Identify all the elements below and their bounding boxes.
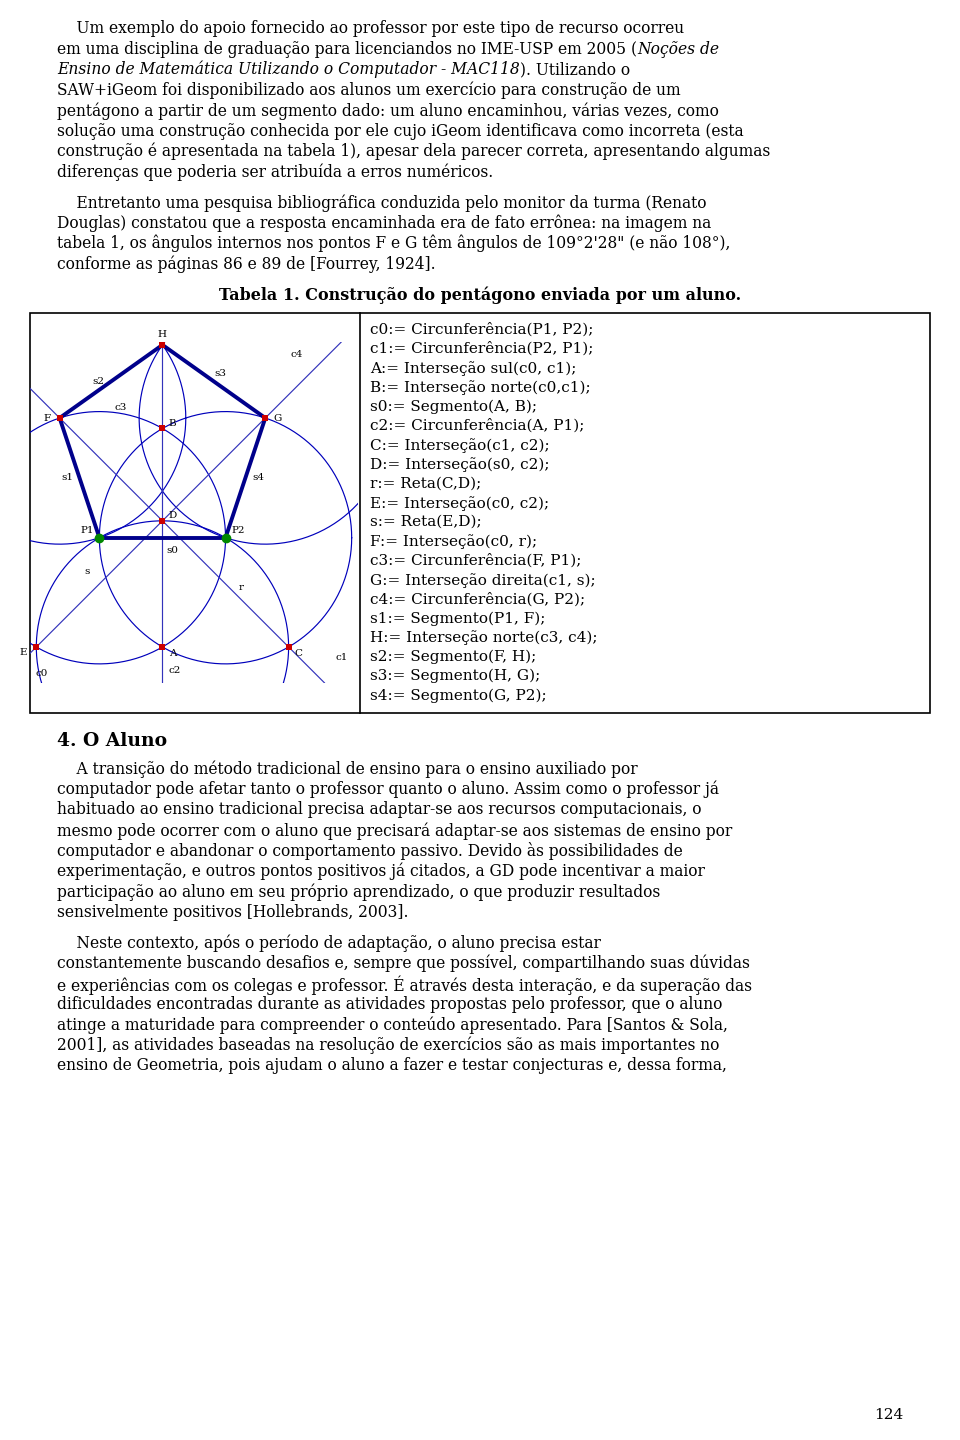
Text: Ensino de Matemática Utilizando o Computador - MAC118: Ensino de Matemática Utilizando o Comput… bbox=[57, 60, 519, 79]
Text: computador pode afetar tanto o professor quanto o aluno. Assim como o professor : computador pode afetar tanto o professor… bbox=[57, 780, 719, 799]
Text: s1: s1 bbox=[60, 474, 73, 482]
Text: c2: c2 bbox=[169, 665, 181, 675]
Text: c4:= Circunferência(G, P2);: c4:= Circunferência(G, P2); bbox=[370, 592, 586, 606]
Text: s2: s2 bbox=[92, 377, 105, 386]
Text: s0: s0 bbox=[166, 546, 179, 554]
Text: pentágono a partir de um segmento dado: um aluno encaminhou, várias vezes, como: pentágono a partir de um segmento dado: … bbox=[57, 102, 719, 120]
Text: Entretanto uma pesquisa bibliográfica conduzida pelo monitor da turma (Renato: Entretanto uma pesquisa bibliográfica co… bbox=[57, 194, 707, 212]
Text: r:= Reta(C,D);: r:= Reta(C,D); bbox=[370, 477, 481, 491]
Text: s4: s4 bbox=[252, 474, 264, 482]
Text: em uma disciplina de graduação para licenciandos no IME-USP em 2005 (: em uma disciplina de graduação para lice… bbox=[57, 40, 637, 58]
Text: c0: c0 bbox=[36, 670, 47, 678]
Text: ). Utilizando o: ). Utilizando o bbox=[519, 60, 630, 78]
Text: c0:= Circunferência(P1, P2);: c0:= Circunferência(P1, P2); bbox=[370, 323, 593, 337]
Text: G: G bbox=[274, 413, 282, 422]
Text: s1:= Segmento(P1, F);: s1:= Segmento(P1, F); bbox=[370, 611, 545, 625]
Text: s: s bbox=[84, 567, 89, 576]
Text: P1: P1 bbox=[80, 526, 93, 534]
Text: A transição do método tradicional de ensino para o ensino auxiliado por: A transição do método tradicional de ens… bbox=[57, 760, 637, 778]
Text: conforme as páginas 86 e 89 de [Fourrey, 1924].: conforme as páginas 86 e 89 de [Fourrey,… bbox=[57, 255, 436, 274]
Text: s0:= Segmento(A, B);: s0:= Segmento(A, B); bbox=[370, 399, 537, 413]
Text: C: C bbox=[295, 649, 302, 658]
Text: c3: c3 bbox=[114, 403, 127, 412]
Text: Um exemplo do apoio fornecido ao professor por este tipo de recurso ocorreu: Um exemplo do apoio fornecido ao profess… bbox=[57, 20, 684, 37]
Text: solução uma construção conhecida por ele cujo iGeom identificava como incorreta : solução uma construção conhecida por ele… bbox=[57, 122, 744, 140]
Text: B:= Interseção norte(c0,c1);: B:= Interseção norte(c0,c1); bbox=[370, 380, 590, 395]
Text: E:= Interseção(c0, c2);: E:= Interseção(c0, c2); bbox=[370, 495, 549, 511]
Text: c2:= Circunferência(A, P1);: c2:= Circunferência(A, P1); bbox=[370, 419, 585, 433]
Text: sensivelmente positivos [Hollebrands, 2003].: sensivelmente positivos [Hollebrands, 20… bbox=[57, 904, 409, 922]
Text: s3:= Segmento(H, G);: s3:= Segmento(H, G); bbox=[370, 670, 540, 684]
Text: mesmo pode ocorrer com o aluno que precisará adaptar-se aos sistemas de ensino p: mesmo pode ocorrer com o aluno que preci… bbox=[57, 822, 732, 840]
Text: D:= Interseção(s0, c2);: D:= Interseção(s0, c2); bbox=[370, 458, 549, 472]
Text: constantemente buscando desafios e, sempre que possível, compartilhando suas dúv: constantemente buscando desafios e, semp… bbox=[57, 955, 750, 972]
Text: P2: P2 bbox=[231, 526, 245, 534]
Text: G:= Interseção direita(c1, s);: G:= Interseção direita(c1, s); bbox=[370, 573, 595, 588]
Text: 2001], as atividades baseadas na resolução de exercícios são as mais importantes: 2001], as atividades baseadas na resoluç… bbox=[57, 1037, 719, 1054]
Text: computador e abandonar o comportamento passivo. Devido às possibilidades de: computador e abandonar o comportamento p… bbox=[57, 842, 683, 861]
Text: dificuldades encontradas durante as atividades propostas pelo professor, que o a: dificuldades encontradas durante as ativ… bbox=[57, 996, 722, 1012]
Text: experimentação, e outros pontos positivos já citados, a GD pode incentivar a mai: experimentação, e outros pontos positivo… bbox=[57, 863, 705, 880]
Bar bbox=[30, 312, 930, 713]
Text: construção é apresentada na tabela 1), apesar dela parecer correta, apresentando: construção é apresentada na tabela 1), a… bbox=[57, 143, 770, 160]
Text: A: A bbox=[169, 649, 177, 658]
Text: s4:= Segmento(G, P2);: s4:= Segmento(G, P2); bbox=[370, 688, 546, 703]
Text: Noções de: Noções de bbox=[637, 40, 719, 58]
Text: Tabela 1. Construção do pentágono enviada por um aluno.: Tabela 1. Construção do pentágono enviad… bbox=[219, 287, 741, 304]
Text: H: H bbox=[158, 330, 167, 340]
Text: s2:= Segmento(F, H);: s2:= Segmento(F, H); bbox=[370, 649, 537, 664]
Text: 4. O Aluno: 4. O Aluno bbox=[57, 733, 167, 750]
Text: c1: c1 bbox=[335, 654, 348, 662]
Text: participação ao aluno em seu próprio aprendizado, o que produzir resultados: participação ao aluno em seu próprio apr… bbox=[57, 884, 660, 901]
Text: 124: 124 bbox=[874, 1408, 903, 1423]
Text: c4: c4 bbox=[291, 350, 303, 360]
Text: s3: s3 bbox=[214, 370, 227, 379]
Text: atinge a maturidade para compreender o conteúdo apresentado. Para [Santos & Sola: atinge a maturidade para compreender o c… bbox=[57, 1017, 728, 1034]
Text: r: r bbox=[238, 583, 243, 592]
Text: B: B bbox=[169, 419, 177, 428]
Text: s:= Reta(E,D);: s:= Reta(E,D); bbox=[370, 516, 482, 528]
Text: E: E bbox=[20, 648, 28, 657]
Text: SAW+iGeom foi disponibilizado aos alunos um exercício para construção de um: SAW+iGeom foi disponibilizado aos alunos… bbox=[57, 82, 681, 99]
Text: H:= Interseção norte(c3, c4);: H:= Interseção norte(c3, c4); bbox=[370, 631, 597, 645]
Text: F:= Interseção(c0, r);: F:= Interseção(c0, r); bbox=[370, 534, 538, 549]
Text: c1:= Circunferência(P2, P1);: c1:= Circunferência(P2, P1); bbox=[370, 341, 593, 356]
Text: habituado ao ensino tradicional precisa adaptar-se aos recursos computacionais, : habituado ao ensino tradicional precisa … bbox=[57, 802, 702, 818]
Text: Neste contexto, após o período de adaptação, o aluno precisa estar: Neste contexto, após o período de adapta… bbox=[57, 935, 601, 952]
Text: diferenças que poderia ser atribuída a erros numéricos.: diferenças que poderia ser atribuída a e… bbox=[57, 164, 493, 181]
Text: tabela 1, os ângulos internos nos pontos F e G têm ângulos de 109°2'28" (e não 1: tabela 1, os ângulos internos nos pontos… bbox=[57, 235, 731, 252]
Text: C:= Interseção(c1, c2);: C:= Interseção(c1, c2); bbox=[370, 438, 550, 452]
Text: D: D bbox=[168, 511, 177, 520]
Text: e experiências com os colegas e professor. É através desta interação, e da super: e experiências com os colegas e professo… bbox=[57, 975, 752, 995]
Text: Douglas) constatou que a resposta encaminhada era de fato errônea: na imagem na: Douglas) constatou que a resposta encami… bbox=[57, 215, 711, 232]
Text: F: F bbox=[43, 413, 51, 422]
Text: c3:= Circunferência(F, P1);: c3:= Circunferência(F, P1); bbox=[370, 553, 582, 567]
Text: A:= Interseção sul(c0, c1);: A:= Interseção sul(c0, c1); bbox=[370, 361, 576, 376]
Text: ensino de Geometria, pois ajudam o aluno a fazer e testar conjecturas e, dessa f: ensino de Geometria, pois ajudam o aluno… bbox=[57, 1057, 727, 1074]
